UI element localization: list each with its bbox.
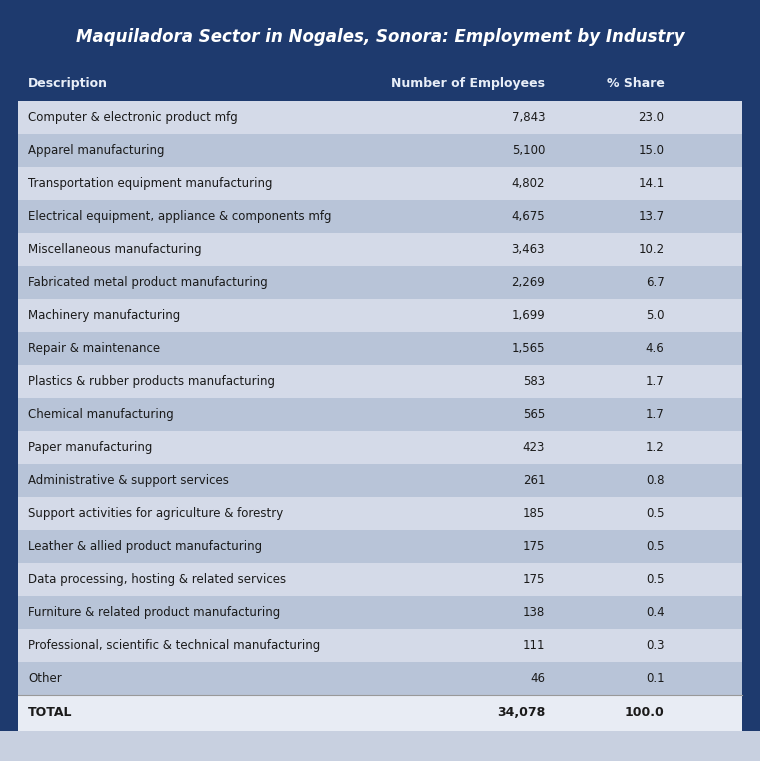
Text: 4,675: 4,675 [511,210,545,223]
Bar [18,134,742,167]
Text: 23.0: 23.0 [638,111,664,124]
Text: 1.2: 1.2 [646,441,664,454]
Text: Repair & maintenance: Repair & maintenance [28,342,160,355]
Text: 4,802: 4,802 [511,177,545,190]
Bar [18,563,742,596]
Bar [18,398,742,431]
Text: Furniture & related product manufacturing: Furniture & related product manufacturin… [28,606,280,619]
Text: Plastics & rubber products manufacturing: Plastics & rubber products manufacturing [28,375,275,388]
Text: 138: 138 [523,606,545,619]
Bar [18,101,742,134]
Text: Miscellaneous manufacturing: Miscellaneous manufacturing [28,243,201,256]
Text: 1.7: 1.7 [646,408,664,421]
Text: Paper manufacturing: Paper manufacturing [28,441,152,454]
Text: Description: Description [28,77,108,90]
Bar [0,731,760,761]
Text: 0.5: 0.5 [646,540,664,553]
Text: Administrative & support services: Administrative & support services [28,474,229,487]
Bar [18,464,742,497]
Text: 583: 583 [523,375,545,388]
Bar [18,299,742,332]
Text: Apparel manufacturing: Apparel manufacturing [28,144,164,157]
Text: 261: 261 [523,474,545,487]
Text: Computer & electronic product mfg: Computer & electronic product mfg [28,111,238,124]
Text: 5.0: 5.0 [646,309,664,322]
Text: Data processing, hosting & related services: Data processing, hosting & related servi… [28,573,286,586]
Text: 46: 46 [530,672,545,685]
Text: 5,100: 5,100 [511,144,545,157]
Bar [18,695,742,731]
Text: Transportation equipment manufacturing: Transportation equipment manufacturing [28,177,273,190]
Text: Maquiladora Sector in Nogales, Sonora: Employment by Industry: Maquiladora Sector in Nogales, Sonora: E… [76,28,684,46]
Bar [18,596,742,629]
Text: 0.8: 0.8 [646,474,664,487]
Text: 2,269: 2,269 [511,276,545,289]
FancyBboxPatch shape [18,8,742,731]
Text: Chemical manufacturing: Chemical manufacturing [28,408,174,421]
Text: 15.0: 15.0 [638,144,664,157]
Text: 7,843: 7,843 [511,111,545,124]
Bar [18,497,742,530]
Text: 0.5: 0.5 [646,507,664,520]
Text: Professional, scientific & technical manufacturing: Professional, scientific & technical man… [28,639,320,652]
Text: 0.1: 0.1 [646,672,664,685]
Text: 185: 185 [523,507,545,520]
Bar [18,431,742,464]
Text: % Share: % Share [606,77,664,90]
Text: 175: 175 [523,540,545,553]
Text: Other: Other [28,672,62,685]
Bar [18,233,742,266]
Text: 4.6: 4.6 [646,342,664,355]
Bar [18,530,742,563]
Bar [18,365,742,398]
Text: 175: 175 [523,573,545,586]
Text: Leather & allied product manufacturing: Leather & allied product manufacturing [28,540,262,553]
Bar [18,332,742,365]
Text: 565: 565 [523,408,545,421]
Text: 100.0: 100.0 [625,706,664,719]
Bar [18,662,742,695]
Text: 10.2: 10.2 [638,243,664,256]
Text: TOTAL: TOTAL [28,706,72,719]
Text: 0.4: 0.4 [646,606,664,619]
Text: Fabricated metal product manufacturing: Fabricated metal product manufacturing [28,276,268,289]
Text: 111: 111 [523,639,545,652]
Text: 14.1: 14.1 [638,177,664,190]
Bar [18,629,742,662]
Text: 1,565: 1,565 [511,342,545,355]
Text: 1.7: 1.7 [646,375,664,388]
Text: 6.7: 6.7 [646,276,664,289]
Bar [18,200,742,233]
FancyBboxPatch shape [18,8,742,66]
Text: 1,699: 1,699 [511,309,545,322]
Text: Electrical equipment, appliance & components mfg: Electrical equipment, appliance & compon… [28,210,331,223]
Text: 0.3: 0.3 [646,639,664,652]
Bar [18,66,742,101]
Bar [18,167,742,200]
Bar [18,266,742,299]
Text: 34,078: 34,078 [497,706,545,719]
Text: 13.7: 13.7 [638,210,664,223]
Text: 423: 423 [523,441,545,454]
Text: Machinery manufacturing: Machinery manufacturing [28,309,180,322]
Text: Number of Employees: Number of Employees [391,77,545,90]
Text: Support activities for agriculture & forestry: Support activities for agriculture & for… [28,507,283,520]
Text: 3,463: 3,463 [511,243,545,256]
Bar [18,54,742,66]
Text: 0.5: 0.5 [646,573,664,586]
